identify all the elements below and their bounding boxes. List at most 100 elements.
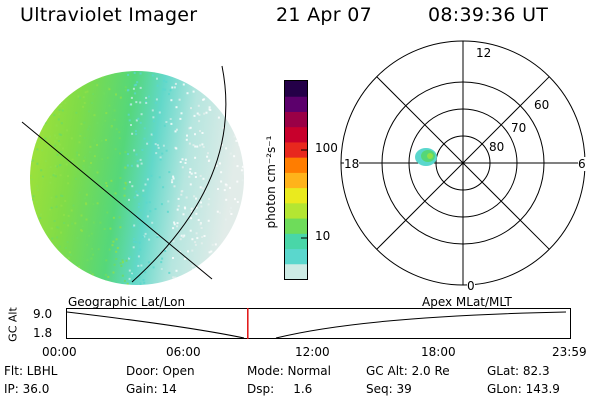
speckle-dot (42, 261, 45, 263)
speckle-dot (88, 110, 90, 113)
speckle-dot (220, 180, 223, 183)
speckle-dot (169, 89, 172, 92)
speckle-dot (118, 131, 121, 134)
speckle-dot (31, 206, 34, 208)
speckle-dot (80, 229, 83, 232)
speckle-dot (226, 111, 229, 114)
speckle-dot (95, 76, 98, 79)
speckle-dot (162, 144, 165, 147)
speckle-dot (57, 226, 60, 229)
speckle-dot (242, 72, 244, 74)
speckle-dot (82, 81, 85, 83)
speckle-dot (139, 282, 142, 285)
speckle-dot (168, 171, 171, 174)
speckle-dot (243, 211, 244, 214)
xtick-0600: 06:00 (166, 345, 201, 359)
speckle-dot (200, 242, 203, 245)
speckle-dot (207, 281, 210, 284)
speckle-dot (233, 120, 236, 123)
speckle-dot (239, 108, 242, 111)
info-glat: GLat: 82.3 (487, 364, 550, 378)
speckle-dot (229, 152, 232, 155)
speckle-dot (121, 274, 124, 277)
speckle-dot (57, 82, 60, 85)
speckle-dot (170, 99, 173, 102)
speckle-dot (147, 261, 150, 264)
speckle-dot (71, 158, 74, 161)
speckle-dot (235, 139, 238, 142)
speckle-dot (194, 145, 197, 148)
speckle-dot (165, 248, 168, 251)
speckle-dot (78, 153, 80, 156)
speckle-dot (66, 129, 68, 132)
speckle-dot (175, 106, 178, 109)
colorbar-cell (285, 96, 307, 112)
speckle-dot (208, 251, 211, 254)
speckle-dot (146, 215, 149, 218)
speckle-dot (87, 71, 90, 73)
clock-label-12: 12 (476, 46, 492, 60)
speckle-dot (234, 71, 237, 73)
speckle-dot (157, 146, 160, 149)
speckle-dot (113, 71, 116, 74)
speckle-dot (167, 200, 170, 203)
speckle-dot (152, 132, 155, 135)
speckle-dot (168, 93, 170, 96)
colorbar-cell (285, 187, 307, 204)
speckle-dot (44, 267, 46, 270)
speckle-dot (36, 200, 38, 203)
speckle-dot (132, 87, 135, 90)
speckle-dot (93, 139, 96, 142)
speckle-dot (92, 221, 95, 224)
speckle-dot (164, 88, 167, 91)
speckle-dot (84, 197, 87, 200)
speckle-dot (207, 160, 210, 162)
speckle-dot (58, 133, 61, 136)
speckle-dot (184, 162, 187, 164)
speckle-dot (89, 271, 92, 274)
speckle-dot (150, 133, 153, 136)
speckle-dot (103, 92, 106, 95)
speckle-dot (52, 174, 55, 177)
speckle-dot (183, 257, 186, 260)
speckle-dot (188, 142, 191, 145)
speckle-dot (85, 218, 88, 221)
info-seq: Seq: 39 (366, 382, 412, 396)
speckle-dot (220, 171, 223, 174)
speckle-dot (224, 242, 227, 245)
speckle-dot (105, 259, 108, 262)
speckle-dot (67, 214, 70, 217)
speckle-dot (110, 126, 113, 129)
speckle-dot (113, 109, 116, 112)
speckle-dot (115, 258, 118, 260)
speckle-dot (234, 198, 236, 201)
speckle-dot (107, 86, 110, 89)
speckle-dot (119, 152, 121, 155)
speckle-dot (202, 82, 205, 85)
lat-label-80: 80 (489, 140, 505, 154)
speckle-dot (44, 137, 47, 140)
speckle-dot (33, 239, 36, 241)
speckle-dot (47, 269, 50, 272)
speckle-dot (114, 148, 117, 151)
speckle-dot (69, 253, 72, 256)
speckle-dot (241, 165, 244, 168)
speckle-dot (172, 175, 175, 178)
speckle-dot (232, 125, 235, 128)
speckle-dot (46, 93, 49, 96)
speckle-dot (151, 221, 154, 224)
speckle-dot (137, 192, 140, 195)
speckle-dot (233, 135, 236, 138)
speckle-dot (233, 155, 236, 158)
speckle-dot (62, 256, 65, 259)
speckle-dot (147, 141, 150, 143)
speckle-dot (88, 165, 91, 168)
speckle-dot (189, 171, 191, 174)
speckle-dot (191, 238, 194, 241)
speckle-dot (53, 104, 56, 106)
speckle-dot (194, 243, 197, 246)
speckle-dot (65, 71, 68, 73)
speckle-dot (170, 122, 173, 125)
lat-label-60: 60 (534, 98, 550, 112)
colorbar-tick-100: 100 (315, 141, 338, 155)
